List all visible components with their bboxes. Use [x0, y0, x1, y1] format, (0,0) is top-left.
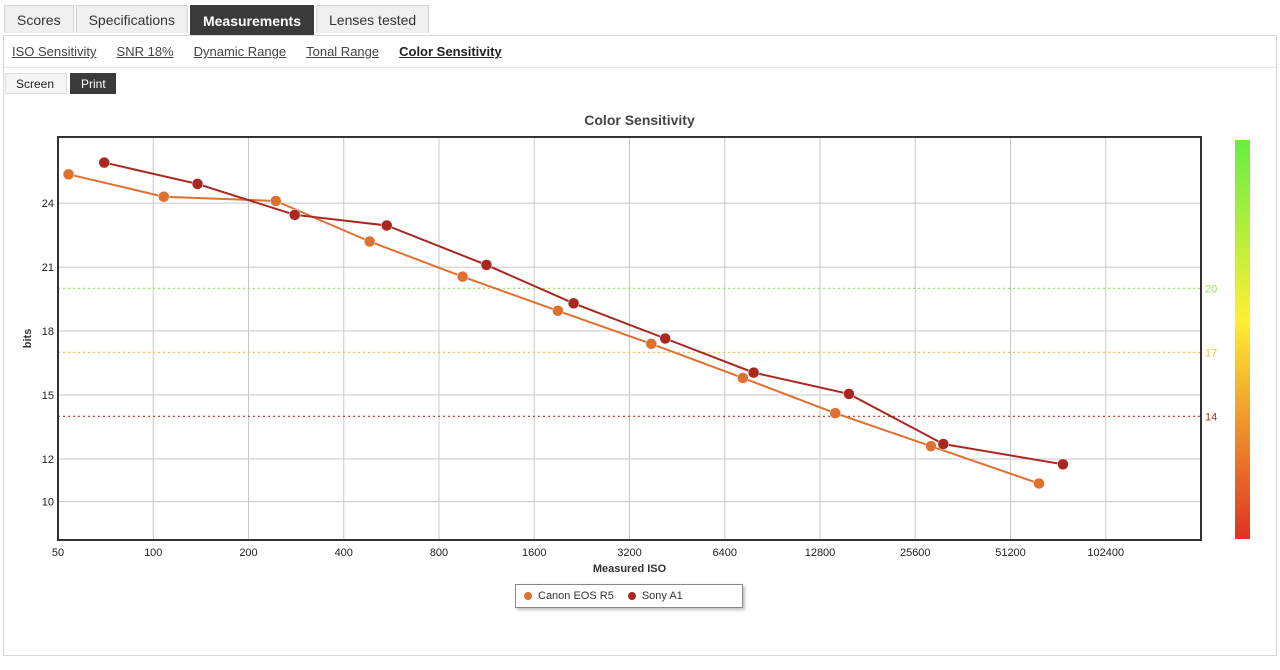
data-point-series-1 [480, 259, 493, 271]
reference-line-label: 20 [1205, 283, 1217, 295]
plot-area-border [57, 136, 1202, 541]
reference-line-label: 17 [1205, 347, 1217, 359]
y-tick-label: 24 [42, 198, 54, 210]
legend-marker-canon [524, 592, 532, 600]
x-tick-label: 1600 [522, 547, 546, 559]
data-point-series-0 [456, 270, 469, 283]
data-point-series-0 [737, 372, 749, 384]
data-point-series-1 [567, 297, 580, 310]
subtab-color-sensitivity[interactable]: Color Sensitivity [399, 44, 502, 59]
y-tick-label: 15 [42, 390, 54, 402]
x-tick-label: 800 [430, 547, 448, 559]
x-tick-label: 51200 [995, 547, 1026, 559]
subtab-iso-sensitivity[interactable]: ISO Sensitivity [12, 44, 97, 59]
data-point-series-1 [747, 366, 760, 379]
measurements-panel: ISO Sensitivity SNR 18% Dynamic Range To… [3, 35, 1277, 656]
chart-legend: Canon EOS R5 Sony A1 [515, 584, 743, 608]
data-point-series-0 [645, 338, 658, 350]
screen-toggle-button[interactable]: Screen [5, 73, 67, 94]
x-tick-label: 25600 [900, 547, 931, 559]
x-tick-label: 100 [144, 547, 162, 559]
print-toggle-button[interactable]: Print [70, 73, 116, 94]
x-tick-label: 102400 [1087, 547, 1124, 559]
data-point-series-1 [98, 156, 110, 169]
data-point-series-1 [381, 219, 393, 232]
x-tick-label: 3200 [617, 547, 641, 559]
data-point-series-0 [1033, 477, 1045, 490]
x-tick-label: 400 [335, 547, 353, 559]
legend-label-canon: Canon EOS R5 [538, 590, 614, 602]
tab-specifications[interactable]: Specifications [75, 5, 188, 33]
data-point-series-0 [829, 407, 841, 419]
data-point-series-0 [270, 195, 282, 207]
legend-item-sony[interactable]: Sony A1 [627, 590, 683, 602]
y-tick-label: 21 [42, 262, 54, 274]
legend-marker-sony [627, 592, 636, 600]
data-point-series-0 [925, 440, 937, 452]
subtab-divider [4, 67, 1276, 68]
chart-title: Color Sensitivity [584, 112, 695, 128]
y-axis-label: bits [22, 329, 34, 349]
data-point-series-1 [937, 438, 950, 450]
data-point-series-0 [363, 235, 376, 248]
data-point-series-0 [158, 190, 170, 203]
subtab-snr-18[interactable]: SNR 18% [116, 44, 174, 59]
x-tick-label: 12800 [805, 547, 836, 559]
y-tick-label: 12 [42, 454, 54, 466]
series-line-0 [68, 173, 1040, 485]
x-tick-label: 50 [52, 547, 64, 559]
tab-lenses-tested[interactable]: Lenses tested [316, 5, 430, 33]
data-point-series-1 [843, 388, 855, 400]
data-point-series-1 [1057, 458, 1069, 471]
x-tick-label: 200 [239, 547, 257, 559]
main-tabs: Scores Specifications Measurements Lense… [4, 5, 430, 36]
data-point-series-0 [552, 305, 564, 317]
tab-scores[interactable]: Scores [4, 5, 74, 33]
data-point-series-1 [288, 209, 301, 221]
subtab-dynamic-range[interactable]: Dynamic Range [193, 44, 287, 59]
x-axis-label: Measured ISO [593, 563, 667, 575]
reference-line-label: 14 [1205, 411, 1217, 423]
data-point-series-1 [659, 332, 671, 345]
color-scale-bar [1235, 140, 1250, 539]
y-tick-label: 18 [42, 326, 54, 338]
measurement-subtabs: ISO Sensitivity SNR 18% Dynamic Range To… [12, 44, 502, 59]
tab-measurements[interactable]: Measurements [189, 5, 315, 36]
data-point-series-0 [62, 168, 75, 181]
y-tick-label: 10 [42, 497, 54, 509]
legend-item-canon[interactable]: Canon EOS R5 [524, 590, 614, 602]
x-tick-label: 6400 [713, 547, 737, 559]
subtab-tonal-range[interactable]: Tonal Range [306, 44, 380, 59]
legend-label-sony: Sony A1 [641, 590, 683, 602]
data-point-series-1 [191, 178, 204, 190]
